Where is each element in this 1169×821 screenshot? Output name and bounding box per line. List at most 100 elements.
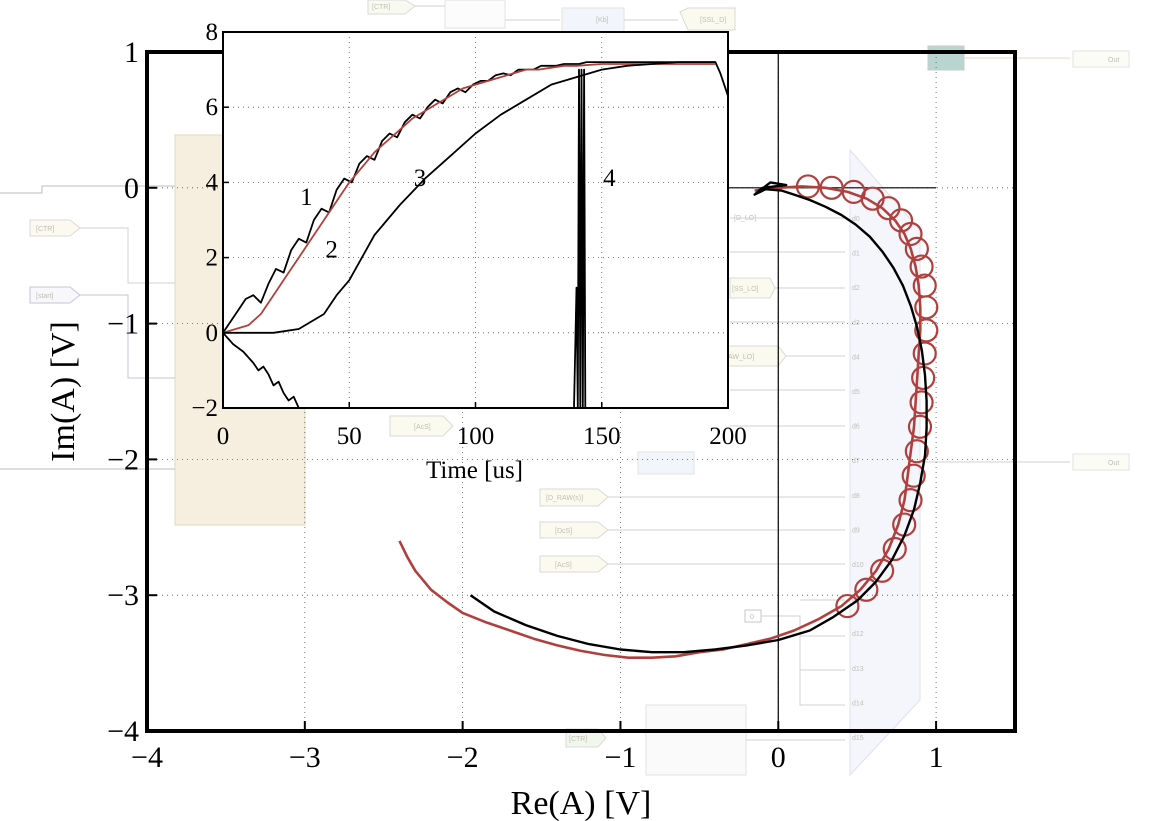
tag-label: [CTR]	[372, 4, 390, 11]
signal-line	[761, 599, 845, 706]
tag-label: [AW_LO]	[726, 354, 754, 361]
y-tick-label: 0	[124, 172, 139, 205]
mux-port-label: d15	[852, 735, 864, 742]
mux-port-label: d2	[852, 285, 860, 292]
mux-port-label: d13	[852, 666, 864, 673]
mux-port-label: d7	[852, 458, 860, 465]
sim-block	[637, 451, 695, 475]
mux-port-label: d10	[852, 562, 864, 569]
signal-line	[80, 294, 175, 379]
outport-label: Out	[1108, 57, 1119, 64]
inset-x-tick-label: 0	[217, 423, 230, 450]
main-series	[398, 174, 939, 659]
tag-label: [AcS]	[414, 424, 431, 431]
inset-curve-annotations: 12 3 4	[300, 165, 616, 263]
y-tick-label: −4	[107, 715, 139, 748]
main-series-loop	[898, 488, 923, 513]
inset-x-tick-label: 150	[583, 423, 621, 450]
tag-label: [D_RAW(s)]	[546, 495, 583, 502]
tag-label: [DcS]	[555, 528, 572, 535]
sim-block	[927, 45, 965, 71]
main-series-loop	[888, 208, 914, 233]
tag-label: [AcS]	[555, 562, 572, 569]
main-series-loop	[882, 536, 907, 562]
x-tick-label: −1	[604, 741, 636, 774]
main-series-loop	[912, 273, 937, 298]
tag-label: [Kb]	[596, 17, 609, 24]
main-series-loop	[907, 414, 933, 439]
curve-number-label: 2	[325, 237, 338, 264]
mux-port-label: d0	[852, 216, 860, 223]
inset-y-tick-label: 2	[206, 245, 219, 272]
curve-number-label: 3	[414, 165, 427, 192]
main-tick-labels: −4 −3 −2 −1 0 1 −4 −3 −2 −1 0 1	[107, 36, 944, 774]
sim-block	[444, 0, 506, 29]
inset-y-tick-label: 0	[206, 320, 219, 347]
goto-tag	[389, 415, 454, 437]
inset-y-tick-label: 4	[206, 169, 219, 196]
main-series-loop	[795, 174, 821, 199]
y-tick-label: −2	[107, 443, 139, 476]
signal-line	[608, 496, 845, 565]
mux-port-label: d1	[852, 251, 860, 258]
main-series-loop	[904, 236, 929, 262]
mux-port-label: d8	[852, 493, 860, 500]
mux-port-label: d6	[852, 424, 860, 431]
tag-label: [SS_LO]	[732, 286, 759, 293]
mux-port-label: d4	[852, 354, 860, 361]
inset-x-tick-label: 50	[337, 423, 362, 450]
goto-tag	[539, 488, 609, 507]
tag-label: [SSL_D]	[700, 17, 726, 24]
curve-number-label: 1	[300, 184, 313, 211]
mux-block	[849, 148, 921, 777]
main-series-loop	[909, 254, 934, 279]
inset-y-tick-label: 8	[206, 19, 219, 46]
inset-y-tick-label: −2	[191, 395, 218, 422]
tag-label: [CTR]	[569, 736, 587, 743]
main-x-axis-label: Re(A) [V]	[511, 785, 652, 821]
inset-background	[223, 32, 728, 408]
main-series-loop	[904, 439, 929, 464]
x-tick-label: 0	[771, 741, 786, 774]
x-tick-label: −2	[447, 741, 479, 774]
inset-series-line-3	[223, 61, 716, 334]
tag-label: [CTR]	[36, 226, 54, 233]
inset-x-tick-label: 100	[457, 423, 495, 450]
main-plot: −4 −3 −2 −1 0 1 −4 −3 −2 −1 0 1 Re(A) [V] Im(A) [V]	[45, 36, 1017, 821]
y-tick-label: −1	[107, 308, 139, 341]
inset-y-tick-label: 6	[206, 94, 219, 121]
y-tick-label: −3	[107, 579, 139, 612]
mux-port-label: d9	[852, 527, 860, 534]
main-series-loop	[898, 221, 923, 247]
main-series-loop	[854, 577, 879, 602]
mux-port-label: d3	[852, 320, 860, 327]
main-series-loop	[835, 593, 860, 619]
mux-port-label: d12	[852, 631, 864, 638]
constant-label: 0	[750, 614, 754, 621]
inset-grid	[223, 32, 728, 408]
inset-series-line-4	[573, 68, 587, 408]
signal-line	[0, 185, 175, 194]
goto-tag	[29, 219, 81, 237]
goto-tag	[367, 0, 416, 15]
signal-line	[80, 227, 175, 284]
sim-block	[645, 704, 747, 776]
goto-tag	[539, 555, 609, 573]
outport-block	[1072, 453, 1130, 471]
main-series-loop	[901, 463, 926, 488]
inset-x-tick-label: 200	[709, 423, 747, 450]
mux-port-label: d14	[852, 700, 864, 707]
inset-series-line-1	[223, 61, 728, 334]
inset-series-line-transient	[223, 332, 300, 408]
inset-series-line-2	[223, 63, 716, 334]
y-tick-label: 1	[124, 36, 139, 69]
x-tick-label: 1	[929, 741, 944, 774]
main-series-loop	[819, 175, 844, 200]
inset-x-axis-label: Time [us]	[426, 457, 523, 484]
x-tick-label: −4	[131, 741, 163, 774]
inset-series	[223, 61, 728, 408]
main-series-loop	[909, 390, 934, 415]
